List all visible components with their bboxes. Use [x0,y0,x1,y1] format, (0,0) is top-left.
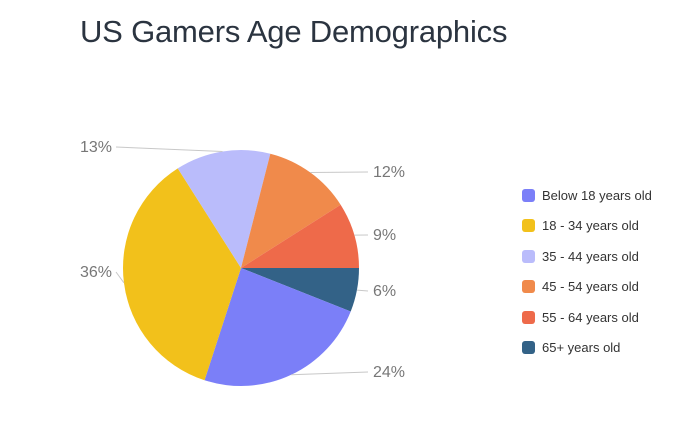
chart-legend: Below 18 years old 18 - 34 years old 35 - … [522,180,652,363]
slice-percentage-label: 9% [373,227,396,244]
legend-swatch [522,249,535,263]
legend-label: 65+ years old [542,340,621,356]
pie-slice [241,153,341,268]
legend-label: 35 - 44 years old [542,248,639,264]
legend-swatch [522,188,535,202]
slice-percentage-label: 36% [80,264,112,281]
pie-slice [204,268,351,387]
legend-label: 45 - 54 years old [542,279,639,295]
pie-slice [241,268,359,312]
legend-item: 35 - 44 years old [522,241,652,272]
legend-item: 65+ years old [522,333,652,364]
leader-line [291,371,369,376]
chart-title: US Gamers Age Demographics [80,14,508,49]
legend-item: 18 - 34 years old [522,211,652,242]
legend-item: Below 18 years old [522,180,652,211]
slice-percentage-label: 6% [373,283,396,300]
slice-percentage-label: 12% [373,164,405,181]
legend-label: 18 - 34 years old [542,218,639,234]
leader-line [356,289,369,292]
leader-line [115,146,223,152]
pie-slice [241,204,359,268]
legend-label: Below 18 years old [542,187,652,203]
slice-percentage-label: 24% [373,364,405,381]
legend-item: 45 - 54 years old [522,272,652,303]
legend-swatch [522,341,535,355]
legend-item: 55 - 64 years old [522,302,652,333]
pie-slice [123,168,241,381]
leader-line [310,171,369,174]
legend-swatch [522,310,535,324]
legend-label: 55 - 64 years old [542,309,639,325]
slice-percentage-label: 13% [80,139,112,156]
pie-slice [177,149,271,268]
leader-line [115,271,125,284]
legend-swatch [522,219,535,233]
legend-swatch [522,280,535,294]
